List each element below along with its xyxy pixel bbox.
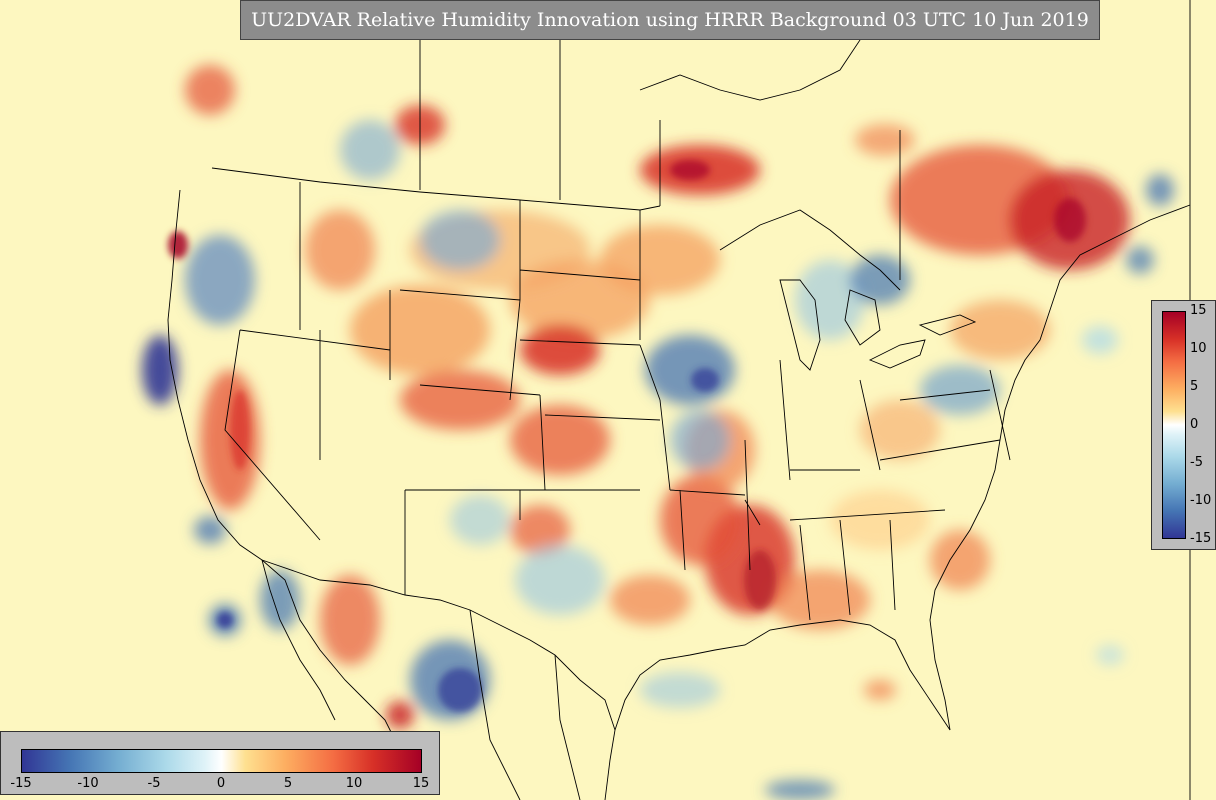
coastline-gulf <box>604 619 951 800</box>
vbar-tick: 0 <box>1190 417 1199 432</box>
map-title: UU2DVAR Relative Humidity Innovation usi… <box>240 0 1100 40</box>
hbar-tick: -15 <box>10 776 32 791</box>
hbar-tick: 10 <box>345 776 363 791</box>
us-canada-border <box>211 167 661 211</box>
lake-erie <box>868 339 926 369</box>
colorbar-horizontal: -15 -10 -5 0 5 10 15 <box>0 731 440 795</box>
vbar-tick: -5 <box>1190 455 1203 470</box>
hudson-bay-shore <box>639 0 871 101</box>
us-mexico-border <box>261 559 616 731</box>
colorbar-vertical-gradient <box>1162 311 1186 539</box>
mexico-boundaries <box>469 609 581 800</box>
vbar-tick: 5 <box>1190 379 1199 394</box>
coastline-baja <box>261 559 336 721</box>
hbar-tick: 0 <box>216 776 226 791</box>
vbar-tick: 15 <box>1190 303 1207 318</box>
state-boundaries <box>224 182 1011 621</box>
map-boundaries <box>167 0 1191 800</box>
lake-superior <box>719 209 901 291</box>
hbar-tick: 5 <box>283 776 293 791</box>
vbar-tick: -10 <box>1190 493 1212 508</box>
lake-huron <box>844 289 881 346</box>
coastline-pacific <box>167 189 396 741</box>
province-boundaries <box>419 0 901 280</box>
colorbar-vertical: 15 10 5 0 -5 -10 -15 <box>1151 300 1216 550</box>
hbar-tick: -5 <box>147 776 161 791</box>
hbar-tick: -10 <box>77 776 99 791</box>
vbar-tick: 10 <box>1190 341 1207 356</box>
innovation-detail <box>168 160 1086 712</box>
vbar-tick: -15 <box>1190 531 1212 546</box>
lake-ontario <box>918 314 977 336</box>
hbar-tick: 15 <box>412 776 430 791</box>
colorbar-horizontal-gradient <box>21 749 422 773</box>
lake-michigan <box>779 279 821 371</box>
